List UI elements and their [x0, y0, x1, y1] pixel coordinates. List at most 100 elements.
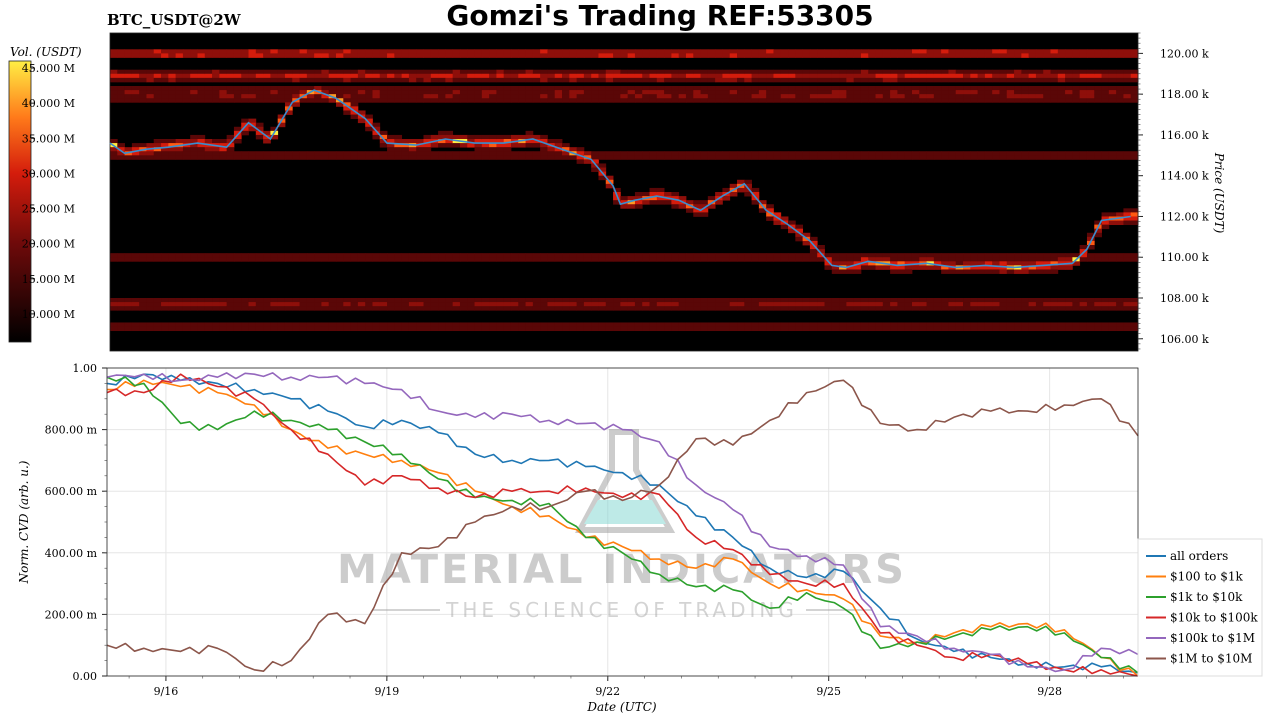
- heatmap-cell: [284, 77, 293, 83]
- heatmap-cell: [131, 302, 140, 307]
- heatmap-cell: [992, 326, 1000, 332]
- heatmap-cell: [481, 86, 490, 91]
- heatmap-cell: [605, 322, 614, 327]
- heatmap-cell: [795, 73, 804, 79]
- heatmap-cell: [350, 86, 359, 91]
- heatmap-cell: [700, 298, 709, 303]
- heatmap-cell: [489, 147, 497, 152]
- heatmap-cell: [1116, 302, 1124, 307]
- heatmap-cell: [788, 90, 796, 95]
- heatmap-cell: [255, 73, 264, 79]
- heatmap-cell: [766, 306, 774, 311]
- heatmap-cell: [277, 253, 286, 258]
- heatmap-cell: [496, 77, 505, 83]
- heatmap-cell: [1050, 322, 1059, 327]
- heatmap-cell: [139, 143, 147, 148]
- heatmap-cell: [583, 306, 592, 311]
- heatmap-cell: [795, 53, 804, 58]
- heatmap-cell: [562, 94, 570, 99]
- heatmap-cell: [219, 94, 228, 99]
- heatmap-cell: [489, 151, 497, 156]
- heatmap-cell: [277, 122, 286, 128]
- heatmap-cell: [1123, 326, 1132, 332]
- heatmap-cell: [503, 69, 512, 75]
- colorbar-tick-label: 35.000 M: [22, 132, 75, 145]
- heatmap-cell: [277, 53, 286, 58]
- heatmap-cell: [430, 143, 439, 148]
- heatmap-cell: [518, 77, 526, 83]
- heatmap-cell: [678, 151, 687, 156]
- heatmap-cell: [438, 130, 446, 136]
- heatmap-cell: [846, 261, 855, 266]
- heatmap-cell: [999, 298, 1008, 303]
- heatmap-cell: [190, 139, 198, 144]
- heatmap-cell: [627, 94, 636, 99]
- heatmap-cell: [642, 98, 650, 103]
- heatmap-cell: [576, 298, 585, 303]
- heatmap-cell: [904, 69, 913, 75]
- heatmap-cell: [1072, 261, 1081, 266]
- heatmap-cell: [263, 298, 271, 303]
- heatmap-cell: [408, 306, 417, 311]
- heatmap-cell: [503, 139, 512, 144]
- heatmap-cell: [438, 69, 446, 75]
- heatmap-cell: [263, 306, 271, 311]
- heatmap-cell: [1050, 53, 1059, 58]
- heatmap-cell: [540, 49, 548, 54]
- heatmap-cell: [255, 306, 264, 311]
- heatmap-cell: [729, 151, 738, 156]
- heatmap-cell: [532, 53, 541, 58]
- heatmap-cell: [474, 143, 483, 148]
- heatmap-cell: [452, 53, 461, 58]
- heatmap-cell: [306, 86, 315, 91]
- heatmap-cell: [153, 326, 162, 332]
- heatmap-cell: [124, 298, 133, 303]
- heatmap-cell: [430, 257, 439, 262]
- heatmap-cell: [773, 77, 782, 83]
- heatmap-cell: [124, 151, 133, 156]
- price-line: [109, 89, 1131, 269]
- heatmap-cell: [634, 253, 643, 258]
- heatmap-cell: [219, 151, 228, 156]
- heatmap-cell: [532, 306, 541, 311]
- heatmap-cell: [124, 306, 133, 311]
- heatmap-cell: [336, 253, 344, 258]
- heatmap-cell: [882, 69, 891, 75]
- heatmap-cell: [751, 155, 760, 160]
- heatmap-cell: [1072, 86, 1081, 91]
- heatmap-cell: [722, 86, 731, 91]
- heatmap-cell: [605, 77, 614, 83]
- heatmap-cell: [664, 253, 672, 258]
- heatmap-cell: [685, 90, 694, 95]
- heatmap-cell: [620, 94, 629, 99]
- heatmap-cell: [1006, 326, 1015, 332]
- heatmap-cell: [583, 302, 592, 307]
- heatmap-cell: [124, 69, 133, 75]
- heatmap-cell: [678, 49, 687, 54]
- heatmap-cell: [685, 298, 694, 303]
- heatmap-cell: [1123, 302, 1132, 307]
- heatmap-cell: [365, 98, 373, 103]
- heatmap-cell: [1072, 253, 1081, 258]
- heatmap-cell: [284, 86, 293, 91]
- heatmap-cell: [110, 298, 118, 303]
- heatmap-cell: [605, 183, 614, 189]
- heatmap-cell: [263, 326, 271, 332]
- heatmap-cell: [525, 326, 534, 332]
- heatmap-cell: [685, 155, 694, 160]
- heatmap-cell: [343, 49, 351, 54]
- heatmap-cell: [984, 269, 993, 274]
- heatmap-cell: [613, 94, 621, 99]
- heatmap-cell: [394, 151, 403, 156]
- heatmap-cell: [1116, 326, 1124, 332]
- heatmap-cell: [314, 155, 322, 160]
- heatmap-cell: [459, 77, 468, 83]
- heatmap-cell: [1014, 306, 1022, 311]
- heatmap-cell: [1094, 53, 1102, 58]
- heatmap-cell: [146, 302, 155, 307]
- heatmap-cell: [802, 151, 811, 156]
- heatmap-cell: [642, 326, 650, 332]
- heatmap-cell: [270, 306, 279, 311]
- heatmap-cell: [664, 90, 672, 95]
- heatmap-cell: [678, 196, 687, 201]
